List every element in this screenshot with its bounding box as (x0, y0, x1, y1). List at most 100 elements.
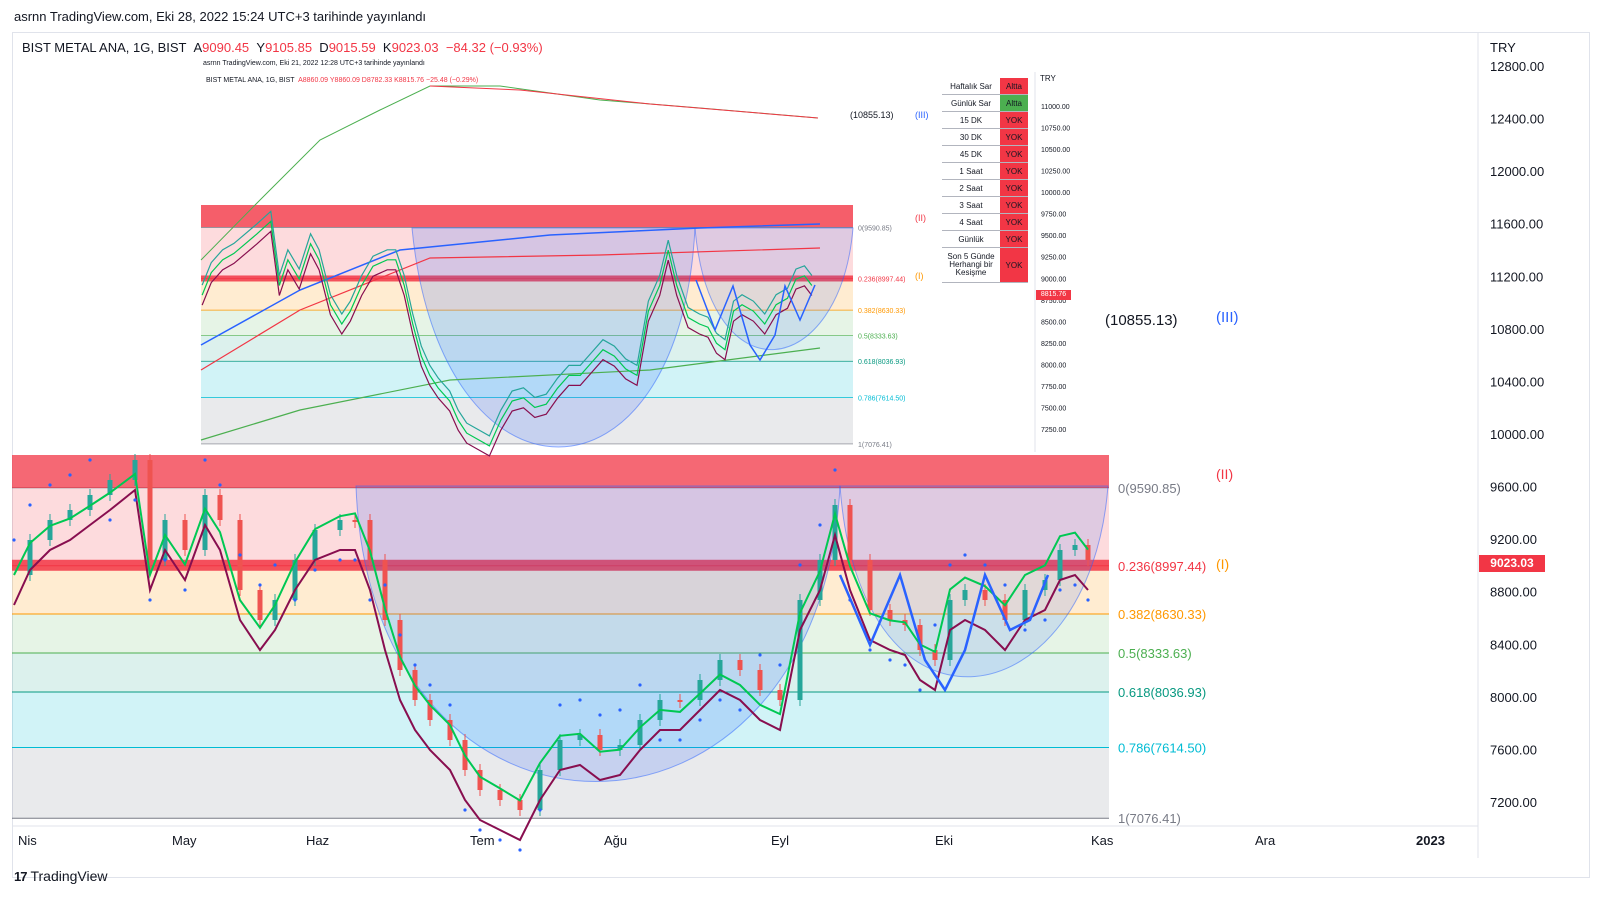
level-ii-tag: (II) (1216, 466, 1234, 482)
sar-dot (148, 598, 152, 602)
candle-body (1057, 550, 1063, 580)
sar-dot (1043, 618, 1047, 622)
sar-dot (678, 738, 682, 742)
inset-price-line (201, 210, 813, 437)
candle-body (697, 680, 703, 700)
candle-body (577, 735, 583, 740)
legend-high-label: Y (256, 40, 266, 55)
candle-body (982, 590, 988, 600)
inset-ma-green (200, 347, 821, 441)
signal-value: YOK (1000, 179, 1028, 197)
candle-body (382, 560, 388, 620)
candle-body (257, 590, 263, 620)
sar-dot (68, 473, 72, 477)
candle-body (677, 700, 683, 702)
signal-value: YOK (1000, 196, 1028, 214)
inset-ema-slow (201, 230, 813, 457)
candle-body (107, 480, 113, 495)
inset-price-tick: 9750.00 (1041, 212, 1066, 219)
signal-table: Haftalık Sar Altta Günlük Sar Altta 15 DK YOK… (942, 78, 1028, 283)
inset-price-tick: 10750.00 (1041, 126, 1070, 133)
inset-cup-right (694, 227, 854, 350)
price-tick-label: 12400.00 (1490, 112, 1544, 127)
legend-close: 9023.03 (391, 40, 439, 55)
candle-body (312, 530, 318, 560)
sar-dot (463, 808, 467, 812)
inset-currency: TRY (1040, 74, 1056, 83)
signal-row: 30 DK YOK (942, 128, 1028, 146)
inset-cup-large (411, 227, 696, 448)
inset-price-tick: 10000.00 (1041, 190, 1070, 197)
signal-name: 3 Saat (942, 196, 1000, 214)
candle-body (67, 510, 73, 520)
sar-dot (398, 633, 402, 637)
price-tick-label: 9200.00 (1490, 532, 1537, 547)
sar-dot (888, 658, 892, 662)
sar-dot (983, 563, 987, 567)
fib-level-label: 0(9590.85) (1118, 481, 1181, 496)
candle-body (162, 520, 168, 560)
candle-body (337, 520, 343, 530)
time-tick-label: May (172, 833, 197, 848)
price-tick-label: 8000.00 (1490, 690, 1537, 705)
inset-price-tick: 7750.00 (1041, 384, 1066, 391)
inset-publish-caption: asrnn TradingView.com, Eki 21, 2022 12:2… (203, 60, 425, 67)
candle-body (1085, 545, 1091, 560)
legend-change: −84.32 (−0.93%) (445, 40, 543, 55)
sar-dot (1073, 583, 1077, 587)
sar-dot (108, 518, 112, 522)
time-tick-label: Eyl (771, 833, 789, 848)
legend-low-label: D (319, 40, 329, 55)
sar-dot (293, 598, 297, 602)
footer-brand[interactable]: 17 TradingView (14, 868, 108, 884)
sar-dot (448, 703, 452, 707)
inset-legend-symbol: BIST METAL ANA, 1G, BIST (206, 77, 295, 84)
chart-legend: BIST METAL ANA, 1G, BIST A9090.45 Y9105.… (22, 40, 543, 55)
candle-body (27, 540, 33, 575)
sar-dot (933, 623, 937, 627)
candle-body (932, 650, 938, 660)
sar-dot (218, 483, 222, 487)
sar-dot (413, 663, 417, 667)
fib-level-label: 1(7076.41) (1118, 811, 1181, 826)
fib-level-label: 0.618(8036.93) (1118, 685, 1206, 700)
sar-dot (518, 848, 522, 852)
resistance-band-ii (12, 455, 1109, 488)
sar-dot (368, 598, 372, 602)
signal-row: 45 DK YOK (942, 145, 1028, 163)
signal-row: 4 Saat YOK (942, 213, 1028, 231)
level-i-tag: (I) (1216, 556, 1230, 572)
signal-name: 4 Saat (942, 213, 1000, 231)
sar-dot (833, 468, 837, 472)
inset-price-tick: 9000.00 (1041, 276, 1066, 283)
inset-fib-label: 1(7076.41) (858, 442, 892, 449)
sar-dot (313, 568, 317, 572)
sar-dot (258, 583, 262, 587)
inset-ma-red (200, 247, 821, 371)
inset-ema-fast (201, 220, 813, 447)
legend-close-label: K (382, 40, 392, 55)
sar-dot (798, 563, 802, 567)
signal-name: 1 Saat (942, 162, 1000, 180)
inset-level-iii-tag: (III) (915, 110, 929, 120)
sar-dot (578, 698, 582, 702)
sar-dot (88, 458, 92, 462)
sar-dot (28, 503, 32, 507)
candle-body (867, 560, 873, 610)
sar-dot (183, 588, 187, 592)
time-tick-label: Nis (18, 833, 37, 848)
signal-value: YOK (1000, 162, 1028, 180)
inset-fib-zone (201, 397, 853, 444)
sar-dot (1023, 628, 1027, 632)
price-tick-label: 12800.00 (1490, 59, 1544, 74)
time-tick-label: Eki (935, 833, 953, 848)
sar-dot (498, 838, 502, 842)
signal-row: 15 DK YOK (942, 111, 1028, 129)
signal-value: YOK (1000, 145, 1028, 163)
legend-low: 9015.59 (328, 40, 376, 55)
signal-row: Son 5 Günde Herhangi bir Kesişme YOK (942, 247, 1028, 283)
price-tick-label: 10800.00 (1490, 322, 1544, 337)
inset-price-tick: 8750.00 (1041, 298, 1066, 305)
candle-body (557, 740, 563, 770)
